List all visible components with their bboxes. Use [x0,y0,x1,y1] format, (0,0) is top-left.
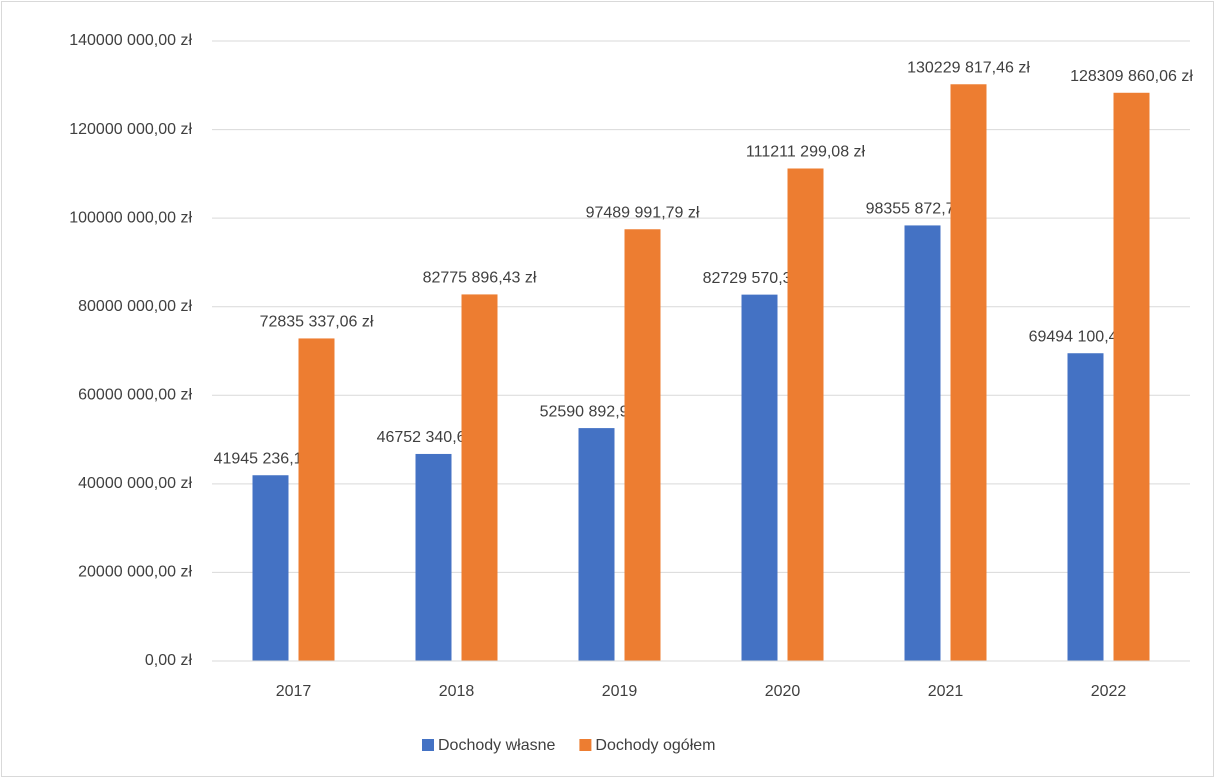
y-tick-label: 0,00 zł [145,652,193,669]
y-tick-label: 120000 000,00 zł [69,121,192,138]
legend-swatch [579,739,592,751]
y-tick-label: 40000 000,00 zł [78,475,192,492]
bar [252,475,289,661]
y-tick-label: 20000 000,00 zł [78,564,192,581]
x-tick-label: 2017 [276,683,312,700]
legend-label: Dochody ogółem [595,737,715,754]
y-tick-label: 80000 000,00 zł [78,298,192,315]
data-label: 82775 896,43 zł [423,270,537,287]
y-tick-label: 100000 000,00 zł [69,209,192,226]
bar [1113,92,1150,661]
data-label: 130229 817,46 zł [907,59,1030,76]
bar [624,229,661,661]
x-tick-label: 2022 [1091,683,1127,700]
legend-swatch [422,739,434,751]
data-label: 97489 991,79 zł [586,204,700,221]
data-label: 72835 337,06 zł [260,314,374,331]
bar [461,294,498,661]
y-tick-label: 140000 000,00 zł [69,32,192,49]
bar [741,294,778,661]
bar [1067,353,1104,661]
legend-label: Dochody własne [438,737,556,754]
x-tick-label: 2019 [602,683,638,700]
y-tick-label: 60000 000,00 zł [78,387,192,404]
bar [904,225,941,661]
bar [578,428,615,661]
x-tick-label: 2020 [765,683,801,700]
bar [950,84,987,662]
x-tick-label: 2018 [439,683,475,700]
bar [415,453,452,661]
bar [787,168,824,662]
bar [298,338,335,661]
x-tick-label: 2021 [928,683,964,700]
data-label: 128309 860,06 zł [1070,68,1193,85]
data-label: 111211 299,08 zł [746,144,866,161]
